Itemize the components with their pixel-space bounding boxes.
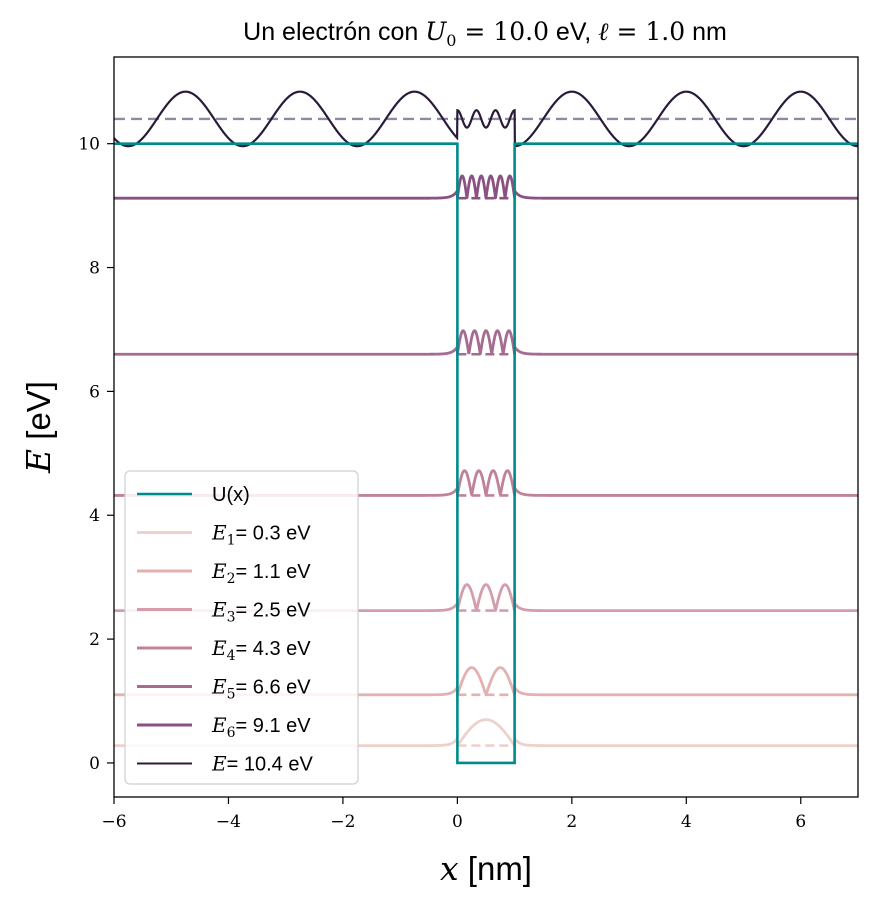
legend-state-1-label: E1= 0.3 eV: [211, 521, 311, 549]
x-tick-label: −4: [216, 812, 241, 832]
title-u-unit: eV,: [549, 18, 598, 46]
y-axis-unit: [eV]: [20, 381, 57, 449]
x-tick-label: 4: [681, 812, 692, 832]
legend-state-6-label: E6= 9.1 eV: [211, 713, 311, 741]
y-tick-label: 2: [89, 630, 100, 650]
title-u-eq: = 10.0: [456, 17, 549, 46]
potential-well-line: [114, 142, 858, 765]
chart-title: Un electrón con U0 = 10.0 eV, ℓ = 1.0 nm: [243, 17, 727, 50]
legend-state-2-label: E2= 1.1 eV: [211, 559, 311, 587]
x-tick-label: −2: [330, 812, 355, 832]
title-prefix: Un electrón con: [243, 18, 425, 46]
title-l-var: ℓ: [598, 17, 609, 46]
plot-lines: [114, 90, 858, 765]
y-tick-label: 10: [78, 135, 100, 155]
x-tick-label: −6: [101, 812, 126, 832]
y-tick-label: 8: [89, 259, 100, 279]
y-axis-var: E: [19, 449, 58, 474]
legend-free-state-label: E= 10.4 eV: [211, 752, 313, 776]
y-tick-label: 4: [89, 506, 100, 526]
axes-frame: [113, 56, 859, 798]
y-axis-ticks: 0 2 4 6 8 10: [78, 135, 114, 774]
title-u-var: U: [425, 17, 447, 46]
x-axis-var: x: [440, 849, 459, 888]
x-tick-label: 6: [795, 812, 806, 832]
state-6-wavefunction: [114, 174, 858, 200]
legend-entries: U(x) E1= 0.3 eV E2= 1.1 eV E3= 2.5 eV E4= 4.…: [137, 484, 313, 776]
legend-well-label: U(x): [212, 484, 250, 506]
title-u-sub: 0: [446, 31, 456, 50]
y-tick-label: 0: [89, 754, 100, 774]
x-axis-label: x [nm]: [440, 849, 532, 888]
title-l-unit: nm: [685, 18, 727, 46]
x-tick-label: 0: [452, 812, 463, 832]
y-tick-label: 6: [89, 382, 100, 402]
y-axis-label: E [eV]: [19, 381, 58, 474]
x-axis-unit: [nm]: [459, 850, 532, 887]
x-tick-label: 2: [566, 812, 577, 832]
legend-state-5-label: E5= 6.6 eV: [211, 675, 311, 703]
title-l-eq: = 1.0: [609, 17, 686, 46]
legend: U(x) E1= 0.3 eV E2= 1.1 eV E3= 2.5 eV E4= 4.…: [124, 470, 359, 785]
legend-box: [124, 470, 359, 785]
legend-state-3-label: E3= 2.5 eV: [211, 598, 311, 626]
legend-state-4-label: E4= 4.3 eV: [211, 636, 311, 664]
x-axis-ticks: −6 −4 −2 0 2 4 6: [101, 797, 806, 832]
state-5-wavefunction: [114, 329, 858, 356]
